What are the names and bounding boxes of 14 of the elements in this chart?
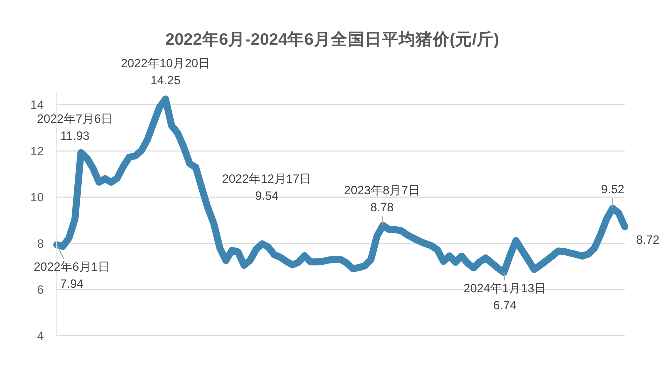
y-tick-label: 10 xyxy=(30,190,44,205)
y-tick-label: 4 xyxy=(37,329,44,344)
y-tick-label: 6 xyxy=(37,283,44,298)
text: 8.72 xyxy=(636,233,660,247)
y-tick-label: 8 xyxy=(37,236,44,251)
annotation: 2024年1月13日 6.74 xyxy=(464,282,547,313)
chart-title: 2022年6月-2024年6月全国日平均猪价(元/斤) xyxy=(166,30,500,49)
annotation: 2022年12月17日 9.54 xyxy=(222,172,312,203)
y-tick-label: 14 xyxy=(30,98,44,112)
annotation: 9.52 xyxy=(601,182,625,197)
annotation: 2023年8月7日 8.78 xyxy=(344,184,420,215)
y-tick-label: 12 xyxy=(30,144,44,158)
annotation: 2022年7月6日 11.93 xyxy=(37,112,114,143)
annotation: 2022年10月20日 14.25 xyxy=(121,56,210,88)
